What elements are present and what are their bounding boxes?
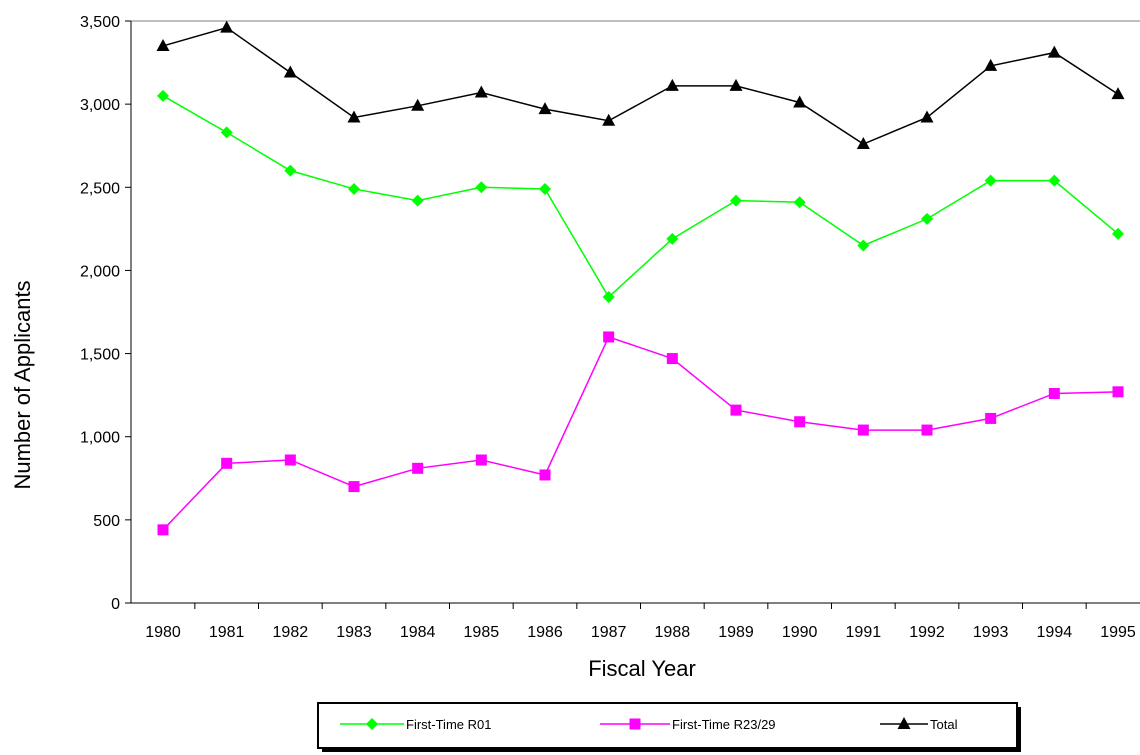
data-point [794, 416, 806, 428]
x-tick-label: 1981 [209, 624, 245, 641]
series-line [162, 26, 1119, 145]
data-point [984, 174, 997, 187]
data-point [857, 424, 869, 436]
data-point [283, 65, 297, 78]
y-tick-label: 3,000 [80, 97, 120, 114]
x-tick-label: 1982 [273, 624, 309, 641]
legend-items: First-Time R01 First-Time R23/29 Total [340, 717, 958, 732]
data-point [921, 424, 933, 436]
y-tick-label: 500 [93, 513, 120, 530]
x-tick-label: 1994 [1037, 624, 1073, 641]
data-point [602, 113, 616, 126]
x-tick-label: 1993 [973, 624, 1009, 641]
data-point [856, 137, 870, 150]
data-point [1111, 87, 1125, 100]
x-tick-label: 1991 [846, 624, 882, 641]
data-point [411, 98, 425, 111]
data-point [1112, 227, 1124, 240]
legend: First-Time R01 First-Time R23/29 Total [317, 702, 1021, 752]
y-axis-title: Number of Applicants [10, 280, 35, 489]
x-tick-label: 1984 [400, 624, 436, 641]
data-point [412, 462, 424, 474]
data-point [539, 469, 551, 481]
series-line [162, 336, 1119, 531]
series-line [162, 95, 1119, 299]
legend-item: First-Time R01 [340, 717, 491, 732]
series-1 [157, 89, 1124, 304]
data-point [347, 110, 361, 123]
data-point [474, 85, 488, 98]
legend-marker [629, 718, 641, 730]
data-point [1047, 45, 1061, 58]
y-tick-label: 2,000 [80, 263, 120, 280]
data-point [793, 95, 807, 108]
x-axis-ticks: 1980 1981 1982 1983 1984 1985 1986 1987 1988 1989… [145, 603, 1136, 641]
data-point [793, 196, 806, 209]
data-point [411, 194, 424, 207]
x-tick-label: 1988 [655, 624, 691, 641]
data-point [220, 126, 233, 139]
x-axis-title: Fiscal Year [588, 656, 696, 681]
data-point [221, 457, 233, 469]
legend-marker [897, 717, 911, 729]
data-point [666, 232, 679, 245]
data-point [985, 412, 997, 424]
x-tick-label: 1990 [782, 624, 818, 641]
data-point [539, 182, 551, 195]
x-tick-label: 1992 [909, 624, 945, 641]
legend-label: Total [930, 717, 958, 732]
data-point [1048, 387, 1060, 399]
legend-item: First-Time R23/29 [600, 717, 776, 732]
data-point [602, 291, 615, 304]
legend-label: First-Time R01 [406, 717, 491, 732]
x-tick-label: 1995 [1100, 624, 1136, 641]
y-tick-label: 2,500 [80, 180, 120, 197]
data-point [284, 164, 297, 177]
y-tick-label: 0 [111, 596, 120, 613]
data-point [920, 110, 934, 123]
data-point [475, 454, 487, 466]
x-tick-label: 1989 [718, 624, 754, 641]
data-point [921, 212, 933, 225]
data-point [857, 239, 870, 252]
data-point [284, 454, 296, 466]
y-axis-ticks: 0 500 1,000 1,500 2,000 2,500 3,000 3,500 [80, 14, 131, 613]
data-point [603, 331, 615, 343]
data-point [666, 353, 678, 365]
series-layer [156, 20, 1125, 536]
data-point [157, 524, 169, 536]
data-point [729, 78, 743, 91]
x-tick-label: 1986 [527, 624, 563, 641]
data-point [1048, 174, 1061, 187]
data-point [538, 102, 552, 115]
data-point [984, 58, 998, 71]
x-tick-label: 1987 [591, 624, 627, 641]
data-point [156, 38, 170, 51]
data-point [348, 481, 360, 493]
data-point [665, 78, 679, 91]
data-point [730, 194, 742, 207]
x-tick-label: 1983 [336, 624, 372, 641]
data-point [348, 182, 360, 195]
data-point [1112, 386, 1124, 398]
y-tick-label: 3,500 [80, 14, 120, 31]
data-point [475, 181, 488, 194]
x-tick-label: 1985 [464, 624, 500, 641]
series-2 [157, 331, 1124, 536]
data-point [220, 20, 234, 33]
series-3 [156, 20, 1125, 150]
x-tick-label: 1980 [145, 624, 181, 641]
legend-item: Total [880, 717, 958, 732]
plot-frame [130, 20, 1140, 604]
y-tick-label: 1,000 [80, 430, 120, 447]
data-point [730, 404, 742, 416]
y-tick-label: 1,500 [80, 347, 120, 364]
legend-marker [366, 718, 378, 730]
data-point [157, 89, 169, 102]
legend-label: First-Time R23/29 [672, 717, 776, 732]
